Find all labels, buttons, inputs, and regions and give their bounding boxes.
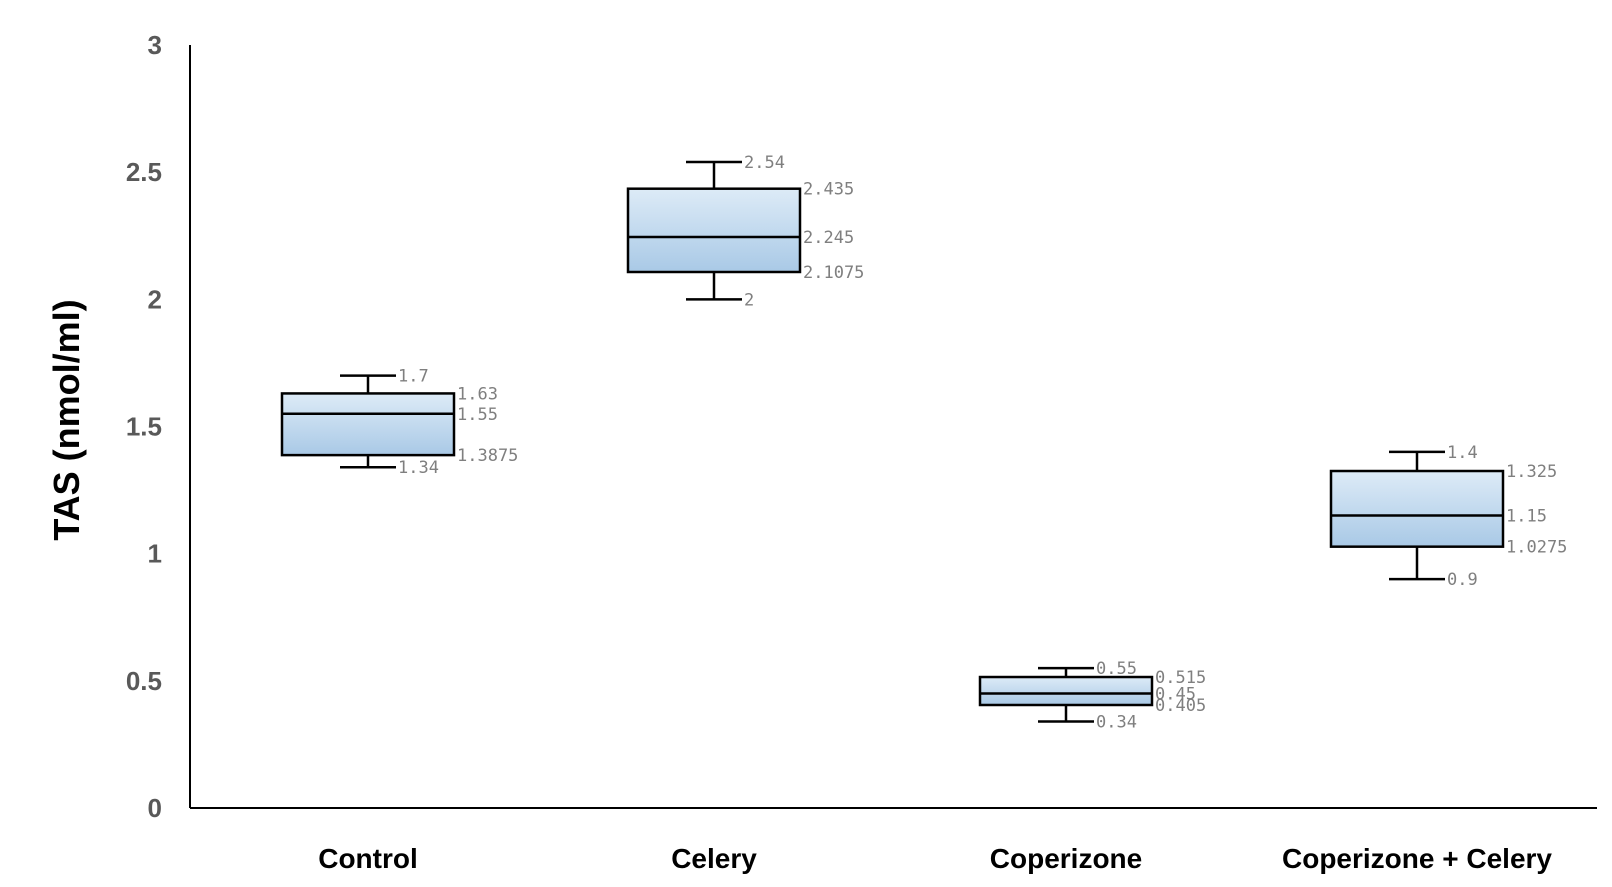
q3-label: 1.63: [457, 384, 498, 404]
box-group: 1.4 0.9 1.325 1.15 1.0275: [1329, 443, 1567, 590]
min-label: 1.34: [398, 458, 439, 478]
x-category-label: Coperizone: [990, 843, 1142, 874]
y-tick-label: 0: [148, 793, 162, 823]
x-category-label: Celery: [671, 843, 757, 874]
y-tick-label: 1.5: [126, 412, 162, 442]
q3-label: 2.435: [803, 180, 854, 200]
y-axis-title: TAS (nmol/ml): [46, 299, 87, 540]
median-label: 2.245: [803, 228, 854, 248]
q3-label: 1.325: [1506, 462, 1557, 482]
y-tick-label: 3: [148, 30, 162, 60]
median-label: 1.55: [457, 405, 498, 425]
x-category-label: Coperizone + Celery: [1282, 843, 1552, 874]
box-group: 1.7 1.34 1.631.55 1.3875: [280, 367, 518, 478]
y-tick-label: 2.5: [126, 157, 162, 187]
x-category-label: Control: [318, 843, 418, 874]
q3-label: 0.515: [1155, 668, 1206, 688]
y-tick-label: 1: [148, 539, 162, 569]
max-label: 1.4: [1447, 443, 1478, 463]
iqr-box: [626, 187, 802, 274]
y-tick-label: 0.5: [126, 666, 162, 696]
y-tick-label: 2: [148, 284, 162, 314]
iqr-box: [280, 392, 456, 457]
median-label: 0.45: [1155, 685, 1196, 705]
median-label: 1.15: [1506, 507, 1547, 527]
min-label: 2: [744, 290, 754, 310]
max-label: 1.7: [398, 367, 429, 387]
q1-label: 1.0275: [1506, 538, 1567, 558]
box-group: 2.54 2 2.435 2.245 2.1075: [626, 153, 864, 310]
q1-label: 2.1075: [803, 263, 864, 283]
iqr-box: [978, 675, 1154, 707]
min-label: 0.9: [1447, 570, 1478, 590]
max-label: 0.55: [1096, 659, 1137, 679]
max-label: 2.54: [744, 153, 785, 173]
q1-label: 0.405: [1155, 696, 1206, 716]
q1-label: 1.3875: [457, 446, 518, 466]
iqr-box: [1329, 469, 1505, 548]
min-label: 0.34: [1096, 713, 1137, 733]
